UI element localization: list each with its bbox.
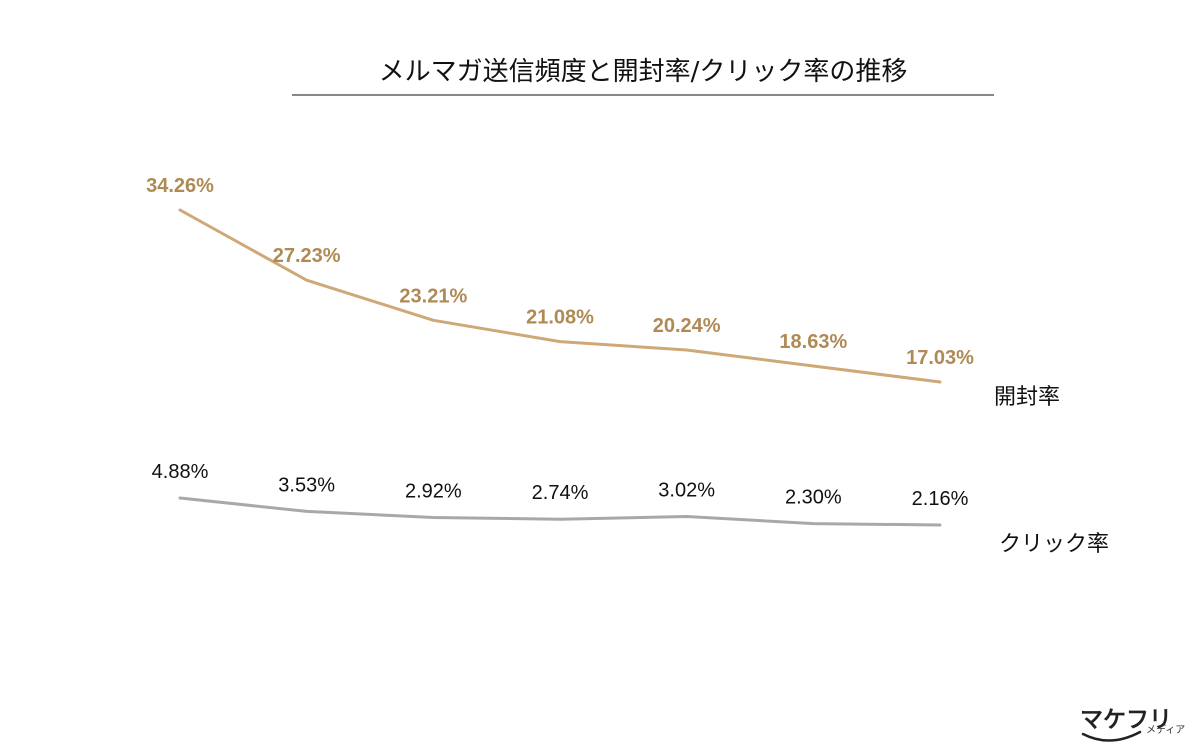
brand-logo-text: マケフリ [1080, 707, 1172, 733]
click-rate-series: 4.88% 3.53% 2.92% 2.74% 3.02% 2.30% 2.16% [152, 461, 969, 527]
brand-logo: マケフリ メディア [1080, 707, 1185, 742]
chart-title: メルマガ送信頻度と開封率/クリック率の推移 [379, 57, 908, 87]
click-rate-series-name: クリック率 [999, 532, 1109, 557]
click-rate-data-label: 3.02% [658, 480, 715, 502]
open-rate-data-label: 21.08% [526, 307, 594, 329]
click-rate-data-label: 4.88% [152, 461, 209, 483]
open-rate-data-label: 18.63% [779, 331, 847, 353]
click-rate-data-label: 2.30% [785, 487, 842, 509]
brand-logo-smile-icon [1081, 730, 1142, 742]
open-rate-data-label: 20.24% [653, 315, 721, 337]
click-rate-data-label: 2.74% [532, 482, 589, 504]
click-rate-data-label: 2.92% [405, 481, 462, 503]
open-rate-series-name: 開封率 [994, 385, 1060, 410]
click-rate-data-label: 3.53% [278, 474, 335, 496]
click-rate-data-label: 2.16% [912, 488, 969, 510]
open-rate-data-label: 17.03% [906, 347, 974, 369]
open-rate-series: 34.26% 27.23% 23.21% 21.08% 20.24% 18.63% 17.0… [146, 175, 974, 384]
open-rate-data-label: 27.23% [273, 245, 341, 267]
open-rate-data-label: 34.26% [146, 175, 214, 197]
open-rate-data-label: 23.21% [399, 285, 467, 307]
brand-logo-subtext: メディア [1146, 723, 1185, 736]
open-rate-line [178, 208, 942, 384]
